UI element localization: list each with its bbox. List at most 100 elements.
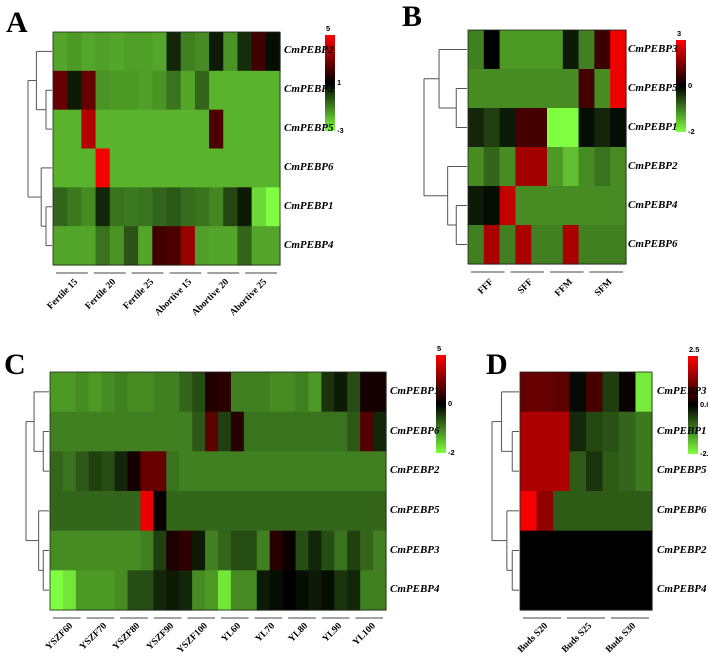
row-label-CmPEBP6: CmPEBP6 xyxy=(284,160,334,173)
heatmap-cell xyxy=(468,147,485,187)
heatmap-cell xyxy=(265,148,281,188)
heatmap-cell xyxy=(75,570,90,611)
heatmap-cell xyxy=(237,70,253,111)
heatmap-cell xyxy=(586,530,604,571)
heatmap-cell xyxy=(334,451,348,492)
heatmap-cell xyxy=(223,226,239,266)
heatmap-cell xyxy=(347,491,361,532)
heatmap-cell xyxy=(547,225,564,265)
heatmap-cell xyxy=(192,491,206,532)
heatmap-cell xyxy=(205,411,219,452)
row-label-CmPEBP3: CmPEBP3 xyxy=(628,42,678,55)
heatmap-D xyxy=(520,372,653,611)
heatmap-cell xyxy=(531,225,548,265)
heatmap-cell xyxy=(295,491,310,532)
heatmap-cell xyxy=(347,451,361,492)
heatmap-cell xyxy=(536,411,554,452)
heatmap-cell xyxy=(569,570,587,611)
heatmap-cell xyxy=(610,108,627,148)
heatmap-cell xyxy=(152,109,168,150)
heatmap-cell xyxy=(50,570,64,611)
heatmap-cell xyxy=(499,108,516,148)
panel-letter: A xyxy=(6,6,28,39)
heatmap-cell xyxy=(153,570,167,611)
heatmap-cell xyxy=(515,147,532,187)
heatmap-cell xyxy=(67,148,82,188)
heatmap-cell xyxy=(295,530,310,571)
heatmap-cell xyxy=(547,69,564,109)
scale-min: -2 xyxy=(448,448,455,457)
row-label-CmPEBP6: CmPEBP6 xyxy=(657,503,707,516)
heatmap-cell xyxy=(95,109,111,150)
heatmap-cell xyxy=(180,226,196,266)
heatmap-cell xyxy=(308,372,322,413)
heatmap-cell xyxy=(127,451,142,492)
heatmap-cell xyxy=(295,451,310,492)
heatmap-cell xyxy=(123,187,139,227)
row-label-CmPEBP6: CmPEBP6 xyxy=(628,237,678,250)
row-label-CmPEBP5: CmPEBP5 xyxy=(390,503,440,516)
heatmap-cell xyxy=(256,372,271,413)
heatmap-cell xyxy=(205,530,219,571)
heatmap-cell xyxy=(243,372,258,413)
heatmap-cell xyxy=(166,32,182,72)
heatmap-cell xyxy=(75,411,90,452)
heatmap-cell xyxy=(179,411,193,452)
heatmap-cell xyxy=(520,411,538,452)
panel-letter: B xyxy=(402,0,423,33)
heatmap-cell xyxy=(62,530,77,571)
heatmap-cell xyxy=(223,109,239,150)
heatmap-cell xyxy=(166,491,180,532)
heatmap-cell xyxy=(553,411,571,452)
heatmap-cell xyxy=(269,491,284,532)
heatmap-cell xyxy=(531,108,548,148)
heatmap-cell xyxy=(180,32,196,72)
heatmap-cell xyxy=(569,530,587,571)
heatmap-cell xyxy=(194,32,210,72)
heatmap-cell xyxy=(95,32,111,72)
heatmap-cell xyxy=(209,32,224,72)
heatmap-cell xyxy=(483,108,501,148)
heatmap-border xyxy=(467,29,627,265)
heatmap-cell xyxy=(127,372,142,413)
heatmap-cell xyxy=(468,225,485,265)
heatmap-cell xyxy=(610,186,627,226)
scale-max: 3 xyxy=(677,29,682,38)
heatmap-cell xyxy=(569,451,587,492)
heatmap-cell xyxy=(243,411,258,452)
heatmap-cell xyxy=(334,570,348,611)
heatmap-cell xyxy=(373,411,387,452)
heatmap-cell xyxy=(536,491,554,532)
heatmap-cell xyxy=(251,109,267,150)
heatmap-cell xyxy=(578,69,595,109)
heatmap-cell xyxy=(282,491,297,532)
heatmap-cell xyxy=(553,530,571,571)
heatmap-cell xyxy=(153,411,167,452)
scale-max: 5 xyxy=(437,344,442,353)
row-dendrogram xyxy=(423,49,467,245)
heatmap-cell xyxy=(192,372,206,413)
heatmap-cell xyxy=(81,70,97,111)
heatmap-cell xyxy=(166,226,182,266)
heatmap-cell xyxy=(520,451,538,492)
row-label-CmPEBP1: CmPEBP1 xyxy=(284,199,334,212)
heatmap-cell xyxy=(88,570,103,611)
heatmap-cell xyxy=(114,570,129,611)
heatmap-cell xyxy=(50,451,64,492)
heatmap-cell xyxy=(578,30,595,70)
heatmap-cell xyxy=(251,70,267,111)
heatmap-cell xyxy=(602,530,620,571)
heatmap-cell xyxy=(218,372,232,413)
row-label-CmPEBP3: CmPEBP3 xyxy=(390,543,440,556)
heatmap-cell xyxy=(243,451,258,492)
heatmap-cell xyxy=(269,451,284,492)
row-label-CmPEBP5: CmPEBP5 xyxy=(284,122,334,135)
heatmap-cell xyxy=(251,226,267,266)
heatmap-cell xyxy=(347,530,361,571)
heatmap-cell xyxy=(499,30,516,70)
heatmap-cell xyxy=(230,451,245,492)
heatmap-cell xyxy=(578,225,595,265)
heatmap-cell xyxy=(547,30,564,70)
heatmap-cell xyxy=(347,372,361,413)
